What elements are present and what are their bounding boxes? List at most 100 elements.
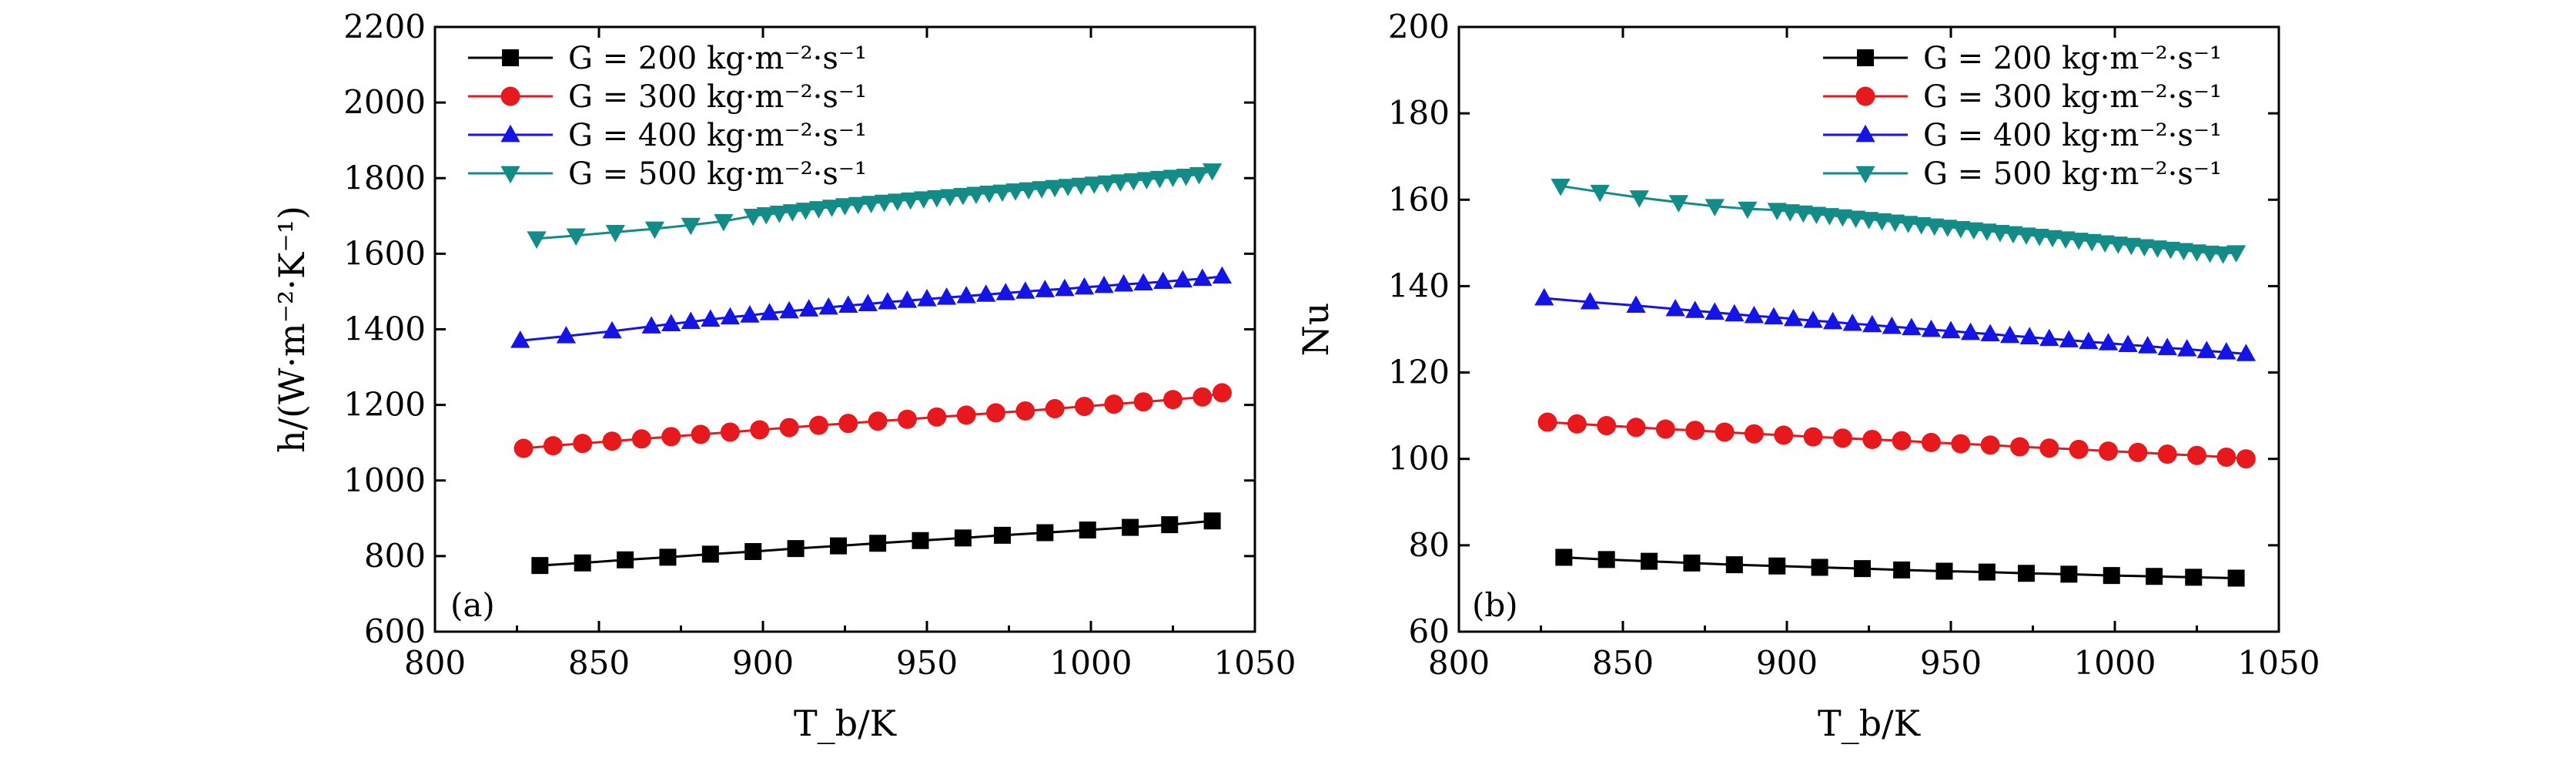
data-point <box>1685 421 1705 441</box>
data-point <box>740 305 760 323</box>
data-point <box>714 213 734 232</box>
data-point <box>878 291 898 310</box>
data-point <box>1780 204 1800 222</box>
data-point <box>1990 224 2010 243</box>
data-point <box>1597 416 1617 436</box>
data-point <box>2059 330 2079 347</box>
data-point <box>993 526 1011 544</box>
data-point <box>1885 214 1905 233</box>
data-point <box>1580 291 1601 310</box>
data-point <box>1768 557 1786 575</box>
data-point <box>2227 569 2245 587</box>
series-4 <box>527 163 1223 249</box>
data-point <box>1015 281 1035 299</box>
data-point <box>2029 229 2049 247</box>
data-point <box>1705 199 1725 216</box>
data-point <box>1925 218 1945 236</box>
data-point <box>821 200 842 217</box>
data-point <box>769 206 789 223</box>
data-point <box>1045 399 1065 419</box>
legend-marker <box>500 166 520 184</box>
data-point <box>691 424 711 444</box>
data-point <box>2042 230 2062 248</box>
data-point <box>1858 212 1879 230</box>
data-point <box>756 207 776 225</box>
data-point <box>1951 220 1971 239</box>
data-point <box>1960 322 1981 340</box>
data-point <box>1912 216 1932 235</box>
legend-label: G = 500 kg·m⁻²·s⁻¹ <box>1923 156 2222 192</box>
data-point <box>2216 447 2236 467</box>
data-point <box>979 186 999 203</box>
data-point <box>2187 445 2206 465</box>
data-point <box>701 309 721 327</box>
data-point <box>976 284 996 302</box>
data-point <box>2095 235 2115 253</box>
data-point <box>2146 568 2163 585</box>
data-point <box>1005 183 1025 201</box>
data-point <box>1176 168 1196 186</box>
data-point <box>1845 210 1866 229</box>
data-point <box>1626 295 1646 314</box>
y-tick-label: 800 <box>364 537 426 575</box>
legend-label: G = 200 kg·m⁻²·s⁻¹ <box>568 41 867 76</box>
data-point <box>1153 271 1173 290</box>
data-point <box>2173 243 2194 261</box>
legend-marker <box>500 86 520 106</box>
data-point <box>1123 173 1144 191</box>
data-point <box>1941 320 1961 339</box>
data-point <box>644 221 665 240</box>
data-point <box>1980 435 2000 455</box>
y-tick-label: 200 <box>1388 8 1450 45</box>
data-point <box>2121 237 2141 256</box>
data-point <box>1951 434 1971 454</box>
x-tick-label: 850 <box>1592 644 1654 682</box>
y-tick-label: 600 <box>364 612 426 650</box>
data-point <box>954 529 972 547</box>
data-point <box>1079 522 1096 539</box>
data-point <box>829 537 847 555</box>
data-point <box>1665 298 1685 317</box>
data-point <box>527 231 547 249</box>
y-tick-label: 1200 <box>343 386 426 424</box>
y-tick-label: 60 <box>1409 612 1450 650</box>
data-point <box>2160 241 2181 260</box>
data-point <box>566 228 586 247</box>
data-point <box>992 184 1012 203</box>
data-point <box>2069 233 2089 250</box>
y-tick-label: 1600 <box>343 234 426 272</box>
data-point <box>2137 336 2158 354</box>
data-point <box>1110 174 1130 192</box>
data-point <box>1074 277 1095 295</box>
data-point <box>1964 222 1984 240</box>
data-point <box>2134 239 2154 257</box>
legend-marker <box>1855 86 1875 106</box>
x-tick-label: 1050 <box>1214 644 1296 682</box>
data-point <box>1685 300 1705 318</box>
x-axis-label: T_b/K <box>1818 703 1922 744</box>
data-point <box>1898 216 1919 233</box>
data-point <box>912 532 929 549</box>
data-point <box>1626 418 1646 438</box>
data-point <box>2226 245 2246 263</box>
data-point <box>2000 325 2020 344</box>
data-point <box>2098 333 2119 350</box>
legend-marker <box>1855 166 1875 184</box>
data-point <box>1074 397 1094 417</box>
y-tick-label: 1000 <box>343 461 426 499</box>
panel-b-nusselt-number: 800 850 900 950 1000 1050 60 80 100 120 140 160 180 2… <box>1295 8 2320 744</box>
data-point <box>779 418 799 438</box>
y-tick-label: 100 <box>1388 440 1450 478</box>
x-tick-label: 900 <box>732 644 794 682</box>
data-point <box>874 194 895 213</box>
data-point <box>1163 390 1183 410</box>
data-point <box>914 191 934 209</box>
data-point <box>1744 424 1764 444</box>
data-point <box>940 189 960 206</box>
data-point <box>2009 437 2029 457</box>
data-point <box>901 192 921 210</box>
legend-marker <box>500 124 520 143</box>
data-point <box>1862 429 1882 449</box>
data-point <box>2017 565 2035 582</box>
